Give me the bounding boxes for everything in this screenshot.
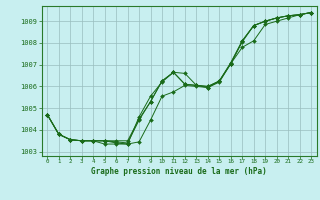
X-axis label: Graphe pression niveau de la mer (hPa): Graphe pression niveau de la mer (hPa) <box>91 167 267 176</box>
